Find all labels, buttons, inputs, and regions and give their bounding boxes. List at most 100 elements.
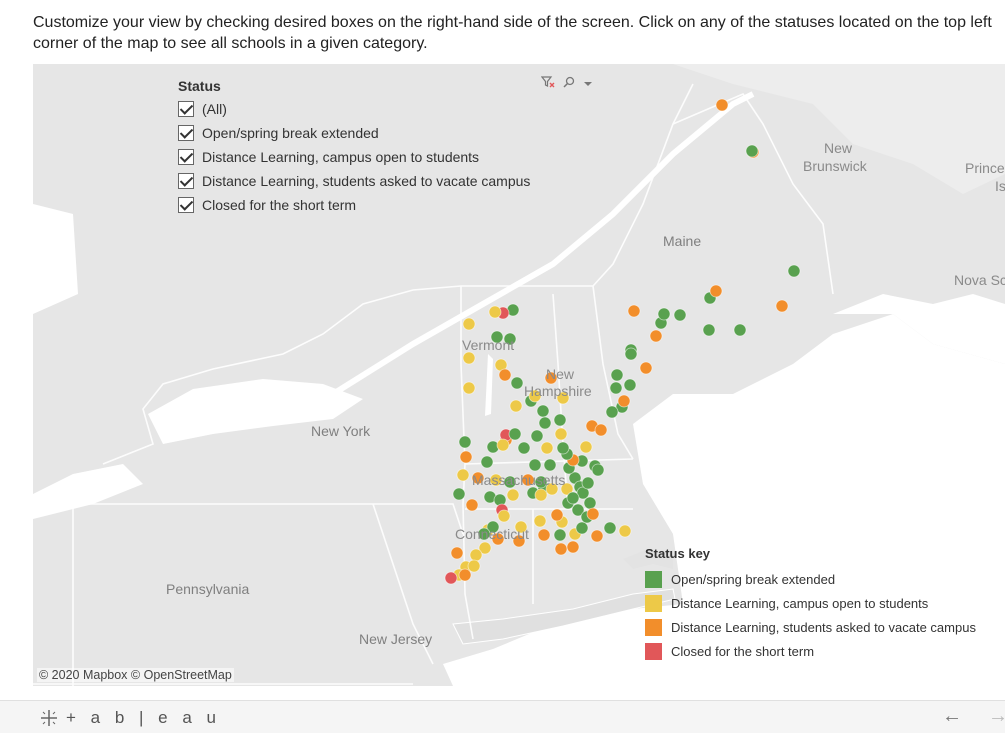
school-marker[interactable] xyxy=(566,491,580,505)
school-marker[interactable] xyxy=(583,496,597,510)
school-marker[interactable] xyxy=(462,317,476,331)
school-marker[interactable] xyxy=(538,416,552,430)
school-marker[interactable] xyxy=(657,307,671,321)
school-marker[interactable] xyxy=(506,488,520,502)
school-marker[interactable] xyxy=(605,405,619,419)
school-marker[interactable] xyxy=(510,376,524,390)
school-marker[interactable] xyxy=(556,441,570,455)
school-marker[interactable] xyxy=(540,441,554,455)
school-marker[interactable] xyxy=(444,571,458,585)
school-marker[interactable] xyxy=(553,413,567,427)
school-marker[interactable] xyxy=(543,458,557,472)
school-marker[interactable] xyxy=(467,559,481,573)
school-marker[interactable] xyxy=(550,508,564,522)
school-marker[interactable] xyxy=(458,435,472,449)
school-marker[interactable] xyxy=(591,463,605,477)
school-marker[interactable] xyxy=(745,144,759,158)
school-marker[interactable] xyxy=(458,568,472,582)
school-marker[interactable] xyxy=(554,427,568,441)
map-attribution[interactable]: © 2020 Mapbox © OpenStreetMap xyxy=(37,668,234,682)
school-marker[interactable] xyxy=(452,487,466,501)
school-marker[interactable] xyxy=(503,475,517,489)
filter-option-all[interactable]: (All) xyxy=(178,97,530,121)
school-marker[interactable] xyxy=(579,440,593,454)
school-marker[interactable] xyxy=(566,540,580,554)
school-marker[interactable] xyxy=(544,371,558,385)
school-marker[interactable] xyxy=(471,471,485,485)
school-marker[interactable] xyxy=(571,503,585,517)
school-marker[interactable] xyxy=(787,264,801,278)
arrow-right-icon[interactable]: → xyxy=(988,705,1005,727)
school-marker[interactable] xyxy=(512,534,526,548)
school-marker[interactable] xyxy=(462,351,476,365)
legend-item-open[interactable]: Open/spring break extended xyxy=(645,567,976,591)
school-marker[interactable] xyxy=(528,389,542,403)
school-marker[interactable] xyxy=(709,284,723,298)
school-marker[interactable] xyxy=(459,450,473,464)
filter-option-distance-open[interactable]: Distance Learning, campus open to studen… xyxy=(178,145,530,169)
school-marker[interactable] xyxy=(521,473,535,487)
school-marker[interactable] xyxy=(617,394,631,408)
school-marker[interactable] xyxy=(603,521,617,535)
school-marker[interactable] xyxy=(534,488,548,502)
school-marker[interactable] xyxy=(456,468,470,482)
school-marker[interactable] xyxy=(509,399,523,413)
school-marker[interactable] xyxy=(581,476,595,490)
legend-item-distance-vacate[interactable]: Distance Learning, students asked to vac… xyxy=(645,615,976,639)
school-marker[interactable] xyxy=(586,507,600,521)
school-marker[interactable] xyxy=(534,475,548,489)
school-marker[interactable] xyxy=(624,347,638,361)
school-marker[interactable] xyxy=(715,98,729,112)
school-marker[interactable] xyxy=(554,542,568,556)
school-marker[interactable] xyxy=(576,486,590,500)
school-marker[interactable] xyxy=(594,423,608,437)
school-marker[interactable] xyxy=(536,404,550,418)
school-marker[interactable] xyxy=(489,473,503,487)
school-marker[interactable] xyxy=(639,361,653,375)
school-marker[interactable] xyxy=(537,528,551,542)
legend-item-distance-open[interactable]: Distance Learning, campus open to studen… xyxy=(645,591,976,615)
school-marker[interactable] xyxy=(553,528,567,542)
school-marker[interactable] xyxy=(517,441,531,455)
school-marker[interactable] xyxy=(618,524,632,538)
school-marker[interactable] xyxy=(508,427,522,441)
search-icon[interactable] xyxy=(563,76,575,91)
school-marker[interactable] xyxy=(514,520,528,534)
school-marker[interactable] xyxy=(496,438,510,452)
school-marker[interactable] xyxy=(469,548,483,562)
filter-clear-icon[interactable] xyxy=(540,76,555,91)
school-marker[interactable] xyxy=(488,305,502,319)
school-marker[interactable] xyxy=(775,299,789,313)
school-marker[interactable] xyxy=(477,527,491,541)
school-marker[interactable] xyxy=(530,429,544,443)
checkbox-all[interactable] xyxy=(178,101,194,117)
dropdown-arrow-icon[interactable] xyxy=(583,77,593,91)
school-marker[interactable] xyxy=(575,521,589,535)
school-marker[interactable] xyxy=(465,498,479,512)
school-marker[interactable] xyxy=(733,323,747,337)
filter-option-distance-vacate[interactable]: Distance Learning, students asked to vac… xyxy=(178,169,530,193)
school-marker[interactable] xyxy=(545,482,559,496)
school-marker[interactable] xyxy=(560,482,574,496)
legend-item-closed[interactable]: Closed for the short term xyxy=(645,639,976,663)
checkbox-closed[interactable] xyxy=(178,197,194,213)
checkbox-distance-vacate[interactable] xyxy=(178,173,194,189)
school-marker[interactable] xyxy=(590,529,604,543)
school-marker[interactable] xyxy=(609,381,623,395)
school-marker[interactable] xyxy=(623,378,637,392)
school-marker[interactable] xyxy=(627,304,641,318)
school-marker[interactable] xyxy=(490,330,504,344)
school-marker[interactable] xyxy=(462,381,476,395)
school-marker[interactable] xyxy=(649,329,663,343)
checkbox-open[interactable] xyxy=(178,125,194,141)
school-marker[interactable] xyxy=(478,541,492,555)
checkbox-distance-open[interactable] xyxy=(178,149,194,165)
school-marker[interactable] xyxy=(497,509,511,523)
school-marker[interactable] xyxy=(702,323,716,337)
school-marker[interactable] xyxy=(673,308,687,322)
map-view[interactable]: New York Pennsylvania New Jersey Vermont… xyxy=(33,64,1005,686)
school-marker[interactable] xyxy=(556,391,570,405)
school-marker[interactable] xyxy=(450,546,464,560)
school-marker[interactable] xyxy=(491,532,505,546)
tableau-logo[interactable]: + a b | e a u xyxy=(38,707,221,729)
